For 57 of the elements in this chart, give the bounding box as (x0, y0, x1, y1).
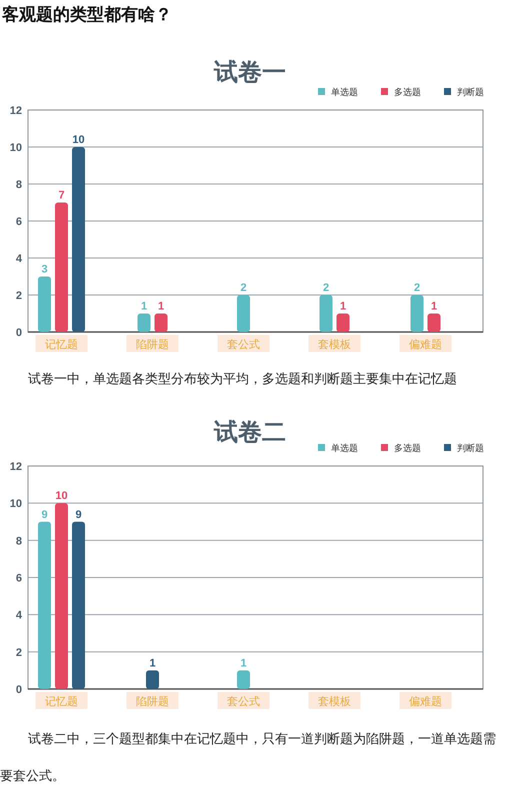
data-label: 1 (158, 300, 164, 312)
bar (154, 314, 168, 332)
y-tick-label: 2 (16, 290, 22, 302)
data-label: 2 (240, 282, 247, 294)
y-tick-label: 0 (16, 684, 22, 696)
chart-title: 试卷二 (213, 419, 286, 446)
data-label: 9 (75, 508, 82, 521)
x-tick-label: 记忆题 (45, 696, 78, 708)
legend-label: 单选题 (331, 443, 358, 453)
data-label: 1 (240, 657, 247, 670)
data-label: 1 (340, 300, 346, 312)
data-label: 3 (41, 264, 48, 276)
bar (138, 314, 150, 332)
chart-title: 试卷一 (213, 59, 286, 86)
y-tick-label: 10 (10, 498, 22, 510)
bar (410, 295, 424, 332)
x-tick-label: 记忆题 (45, 339, 78, 351)
data-label: 1 (149, 657, 156, 670)
y-tick-label: 4 (16, 253, 23, 265)
data-label: 10 (55, 490, 68, 502)
bar (428, 314, 440, 332)
y-tick-label: 10 (10, 142, 22, 154)
data-label: 7 (58, 190, 65, 202)
x-tick-label: 陷阱题 (136, 339, 169, 351)
data-label: 9 (41, 508, 48, 521)
data-label: 2 (322, 282, 330, 294)
legend-label: 多选题 (394, 87, 421, 97)
text: 客观题的类型都有啥？ (2, 4, 172, 26)
data-label: 10 (72, 134, 85, 146)
y-tick-label: 2 (16, 646, 22, 659)
y-tick-label: 12 (10, 461, 22, 473)
x-tick-label: 套公式 (227, 338, 260, 351)
legend-label: 多选题 (394, 443, 421, 453)
y-tick-label: 12 (10, 105, 22, 117)
text: 试卷一中，单选题各类型分布较为平均，多选题和判断题主要集中在记忆题 (27, 370, 458, 388)
y-tick-label: 0 (16, 327, 22, 339)
data-label: 2 (414, 282, 420, 294)
text: 试卷二中，三个题型都集中在记忆题中，只有一道判断题为陷阱题，一道单选题需要套公式。 (0, 731, 496, 783)
y-tick-label: 4 (16, 610, 23, 622)
y-tick-label: 6 (16, 572, 22, 584)
x-tick-label: 套公式 (227, 695, 260, 708)
x-tick-label: 套模板 (318, 339, 351, 351)
bar (336, 314, 350, 332)
y-tick-label: 8 (16, 535, 22, 548)
x-tick-label: 陷阱题 (136, 696, 169, 708)
x-tick-label: 套模板 (318, 696, 351, 708)
legend-label: 单选题 (331, 87, 358, 97)
y-tick-label: 8 (16, 179, 22, 191)
bar (320, 295, 332, 332)
data-label: 1 (140, 300, 148, 312)
bar (72, 147, 85, 332)
data-label: 1 (430, 300, 438, 312)
x-tick-label: 偏难题 (409, 696, 442, 708)
legend-label: 判断题 (457, 443, 484, 453)
legend-label: 判断题 (457, 87, 484, 97)
y-tick-label: 6 (16, 216, 22, 228)
x-tick-label: 偏难题 (409, 339, 442, 351)
